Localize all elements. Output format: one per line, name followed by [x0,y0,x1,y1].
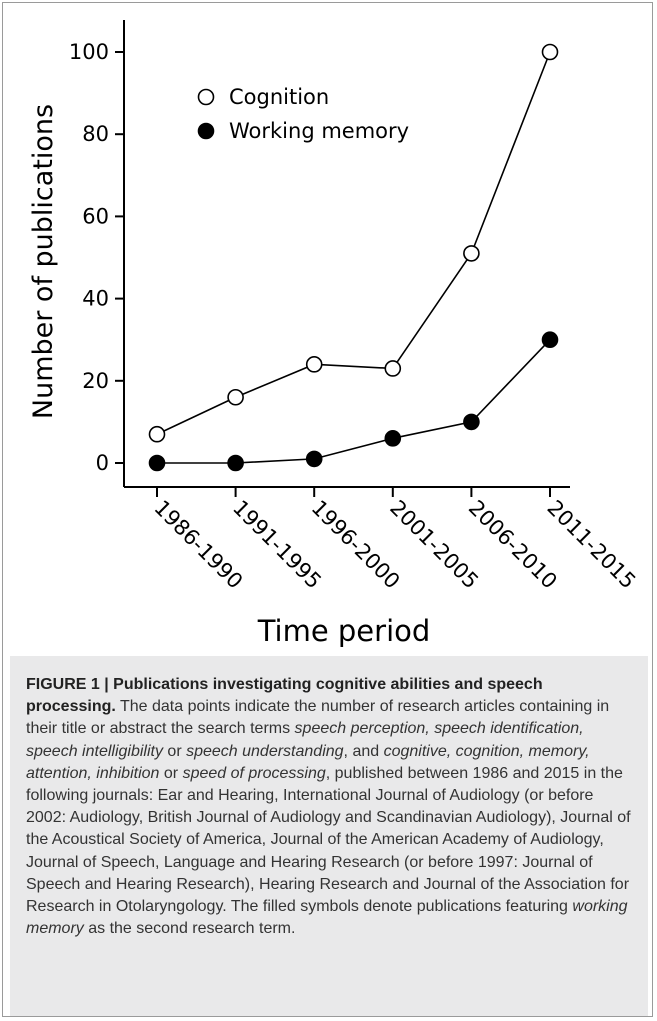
caption-body: , published between 1986 and 2015 in the… [26,764,631,916]
y-tick-label: 100 [69,40,109,64]
data-point-cognition [463,245,480,262]
data-point-cognition [384,360,402,377]
data-point-cognition [227,388,244,406]
caption-or-2: or [159,764,183,782]
y-axis-title: Number of publications [28,104,59,419]
y-tick-label: 20 [82,369,109,393]
line-chart: 0204060801001986-19901991-19951996-20002… [28,20,640,648]
caption-terms-speech: speech perception, speech identification… [26,720,584,760]
caption-or-1: or [162,742,187,760]
y-tick-label: 40 [82,287,109,311]
data-point-working-memory [384,430,402,447]
data-point-working-memory [463,413,480,431]
series-line-working-memory [157,339,551,464]
data-point-cognition [148,425,166,443]
y-tick-label: 80 [82,122,109,146]
x-axis-title: Time period [257,614,431,648]
caption-term-understanding: speech understanding [186,742,344,760]
data-point-cognition [305,356,323,373]
caption-and: , and [343,742,384,760]
caption-intro: The data points indicate the number of r… [26,698,610,738]
legend-marker-working-memory [197,122,215,140]
data-point-working-memory [148,454,166,472]
caption-terms-cognitive: cognitive, cognition, memory, attention,… [26,742,590,782]
caption-end: as the second research term. [83,920,296,938]
y-tick-label: 0 [96,451,109,475]
y-tick-label: 60 [82,204,109,228]
caption-text: FIGURE 1 | Publications investigating co… [26,674,634,940]
caption-term-speed: speed of processing [182,764,326,782]
data-point-cognition [541,43,559,61]
data-point-working-memory [227,454,244,472]
legend-marker-cognition [197,88,215,106]
legend-label-working-memory: Working memory [229,119,409,143]
legend-label-cognition: Cognition [229,85,329,109]
data-point-working-memory [541,331,559,349]
data-point-working-memory [305,450,323,468]
figure-caption: FIGURE 1 | Publications investigating co… [10,656,648,1016]
series-line-cognition [156,51,551,435]
chart-area: 0 20 40 60 80 100 1986-1990 1991-1995 1996-2000 2… [28,20,640,648]
caption-label: FIGURE 1 | Publications investigating co… [26,676,543,716]
caption-term-working-memory: working memory [26,898,628,938]
